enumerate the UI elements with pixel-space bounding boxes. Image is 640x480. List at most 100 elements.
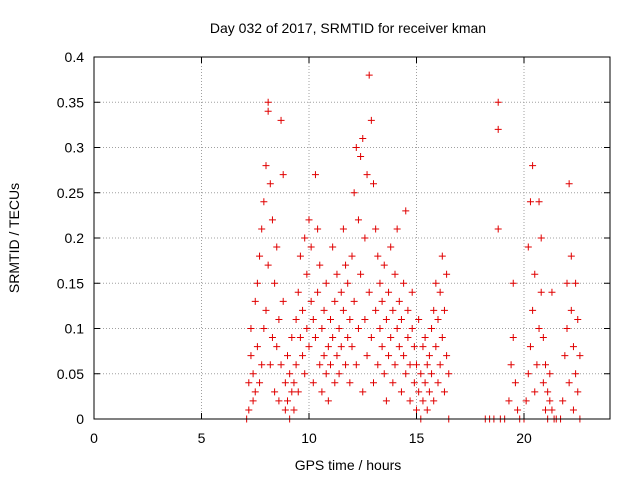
data-point [526,343,534,351]
data-point [314,225,322,233]
data-point [284,352,291,360]
data-point [421,334,429,342]
data-point [273,343,281,351]
data-point [275,315,283,323]
y-tick-label: 0 [76,411,84,427]
data-point [546,397,554,405]
data-point [359,134,367,142]
data-point [286,370,294,378]
data-point [320,352,328,360]
data-point [339,225,347,233]
data-point [342,361,350,369]
data-point [548,406,556,414]
data-point [378,297,386,305]
data-point [417,370,425,378]
data-point [277,116,285,124]
data-point [387,334,395,342]
data-point [296,252,304,260]
data-point [382,315,390,323]
data-point [322,370,330,378]
data-point [391,361,399,369]
data-point [258,225,266,233]
data-point [410,379,418,387]
data-point [387,243,395,251]
data-point [544,388,552,396]
data-point [565,180,573,188]
data-point [393,325,401,332]
data-point [314,288,322,296]
data-point [266,180,274,188]
data-point [509,334,517,342]
data-point [537,288,545,296]
data-point [256,252,264,260]
data-point [271,279,279,287]
data-point [288,334,296,342]
data-point [443,352,451,360]
data-point [305,343,313,351]
data-point [279,297,287,305]
data-point [443,270,451,278]
data-point [533,361,541,369]
data-point [548,288,556,296]
data-point [303,325,311,332]
data-point [357,270,365,278]
data-point [529,306,537,314]
data-point [380,261,388,269]
data-point [393,225,401,233]
data-point [354,325,362,332]
data-point [284,397,291,405]
data-point [574,388,582,396]
data-point [277,361,285,369]
data-point [301,234,309,242]
data-point [391,270,399,278]
data-point [372,225,380,233]
data-point [363,171,371,179]
data-point [415,388,423,396]
data-point [335,370,343,378]
data-point [253,343,261,351]
data-point [316,261,324,269]
y-tick-label: 0.05 [57,366,84,382]
data-point [329,334,337,342]
data-point [576,352,584,360]
data-point [361,234,369,242]
x-tick-label: 15 [409,430,425,446]
data-point [494,125,502,133]
data-point [262,162,270,170]
data-point [531,388,539,396]
data-point [290,406,298,414]
data-point [365,71,373,79]
data-point [419,397,427,405]
data-point [370,180,377,188]
data-point [294,388,302,396]
data-point [494,225,502,233]
data-point [299,306,307,314]
data-point [432,343,440,351]
data-point [546,370,554,378]
data-point [273,243,281,251]
data-point [264,98,272,106]
data-point [305,216,313,224]
data-point [316,361,324,369]
data-point [256,379,264,387]
data-point [352,361,360,369]
data-point [389,306,397,314]
data-point [511,379,519,387]
data-point [572,279,580,287]
data-point [542,406,549,414]
data-point [322,279,330,287]
data-point [348,252,356,260]
data-point [400,279,408,287]
data-point [436,288,444,296]
data-point [331,379,339,387]
data-point [359,388,367,396]
data-point [350,189,358,197]
x-axis-ticks: 0 5 10 15 20 [90,57,532,446]
data-point [288,388,296,396]
data-point [535,198,543,206]
x-tick-label: 10 [301,430,317,446]
chart-title: Day 032 of 2017, SRMTID for receiver kma… [210,20,486,36]
data-point [260,325,268,332]
